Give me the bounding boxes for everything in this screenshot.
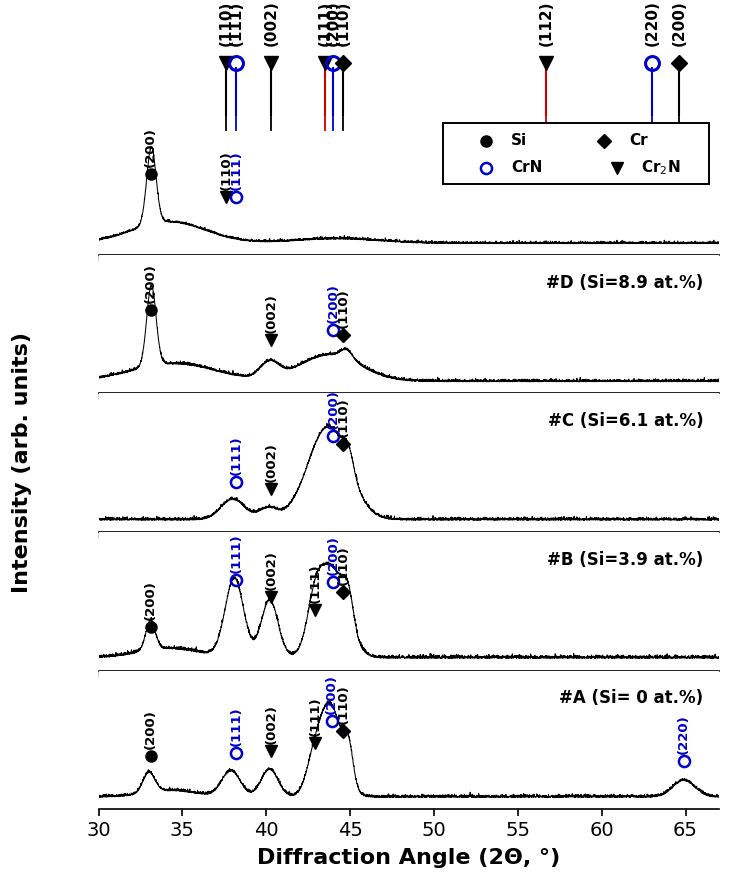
Text: (111): (111) [229,534,242,573]
Text: Si: Si [511,133,527,148]
Text: (002): (002) [264,1,279,46]
Text: (002): (002) [265,442,278,482]
Text: (110): (110) [337,397,350,436]
Text: Intensity (arb. units): Intensity (arb. units) [12,333,32,593]
Text: #C (Si=6.1 at.%): #C (Si=6.1 at.%) [548,412,704,430]
Text: (200): (200) [326,1,341,46]
Text: (111): (111) [228,1,244,46]
Text: (002): (002) [265,551,278,590]
X-axis label: Diffraction Angle (2Θ, °): Diffraction Angle (2Θ, °) [257,848,561,868]
Text: (200): (200) [144,709,157,749]
Text: (002): (002) [265,704,278,744]
Text: (111): (111) [229,435,242,475]
Text: (200): (200) [672,1,686,46]
Text: (110): (110) [337,545,350,586]
Text: #D (Si=8.9 at.%): #D (Si=8.9 at.%) [546,274,704,291]
Text: #B (Si=3.9 at.%): #B (Si=3.9 at.%) [548,551,704,569]
Text: (110): (110) [337,289,350,328]
Text: (111): (111) [318,1,332,46]
Text: (200): (200) [144,263,157,303]
Text: (110): (110) [220,150,232,190]
Text: (200): (200) [327,283,340,323]
FancyBboxPatch shape [443,123,709,184]
Text: #E (Si=12.2 at.%): #E (Si=12.2 at.%) [537,135,704,153]
Text: (200): (200) [144,580,157,620]
Text: (200): (200) [144,128,157,167]
Text: (111): (111) [308,563,321,603]
Text: (111): (111) [308,696,321,736]
Text: #A (Si= 0 at.%): #A (Si= 0 at.%) [559,689,704,707]
Text: (220): (220) [645,1,659,46]
Text: Cr: Cr [629,133,648,148]
Text: CrN: CrN [511,160,542,175]
Text: (110): (110) [337,684,350,724]
Text: (200): (200) [325,674,338,713]
Text: (110): (110) [336,1,351,46]
Text: (110): (110) [218,1,234,46]
Text: (111): (111) [229,150,242,190]
Text: (200): (200) [327,536,340,575]
Text: Cr$_2$N: Cr$_2$N [642,158,681,177]
Text: (002): (002) [265,293,278,333]
Text: (200): (200) [327,389,340,428]
Text: (111): (111) [229,706,242,746]
Text: (112): (112) [539,1,554,46]
Text: (220): (220) [677,714,691,754]
